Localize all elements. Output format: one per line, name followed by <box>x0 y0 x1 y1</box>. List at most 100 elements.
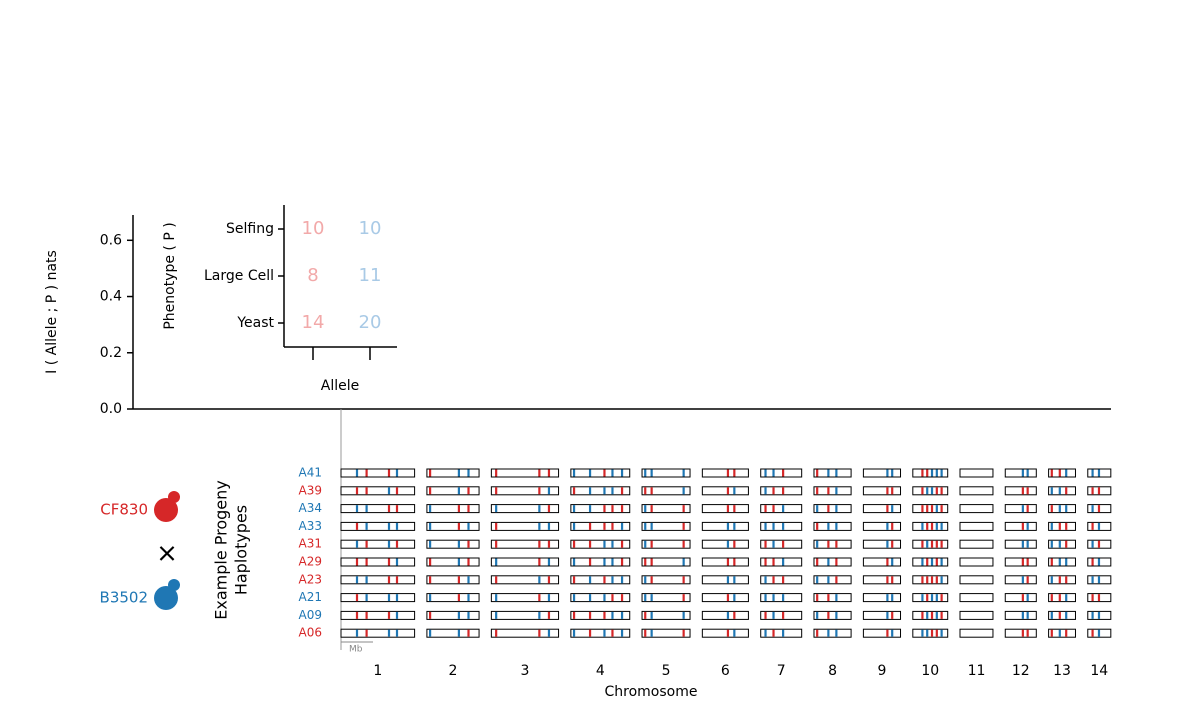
chromosome-label: 5 <box>662 663 671 679</box>
chromosome <box>641 468 691 478</box>
progeny-name: A23 <box>299 572 322 586</box>
chromosome <box>641 486 691 496</box>
chromosome <box>1048 593 1076 603</box>
chromosome <box>959 628 994 638</box>
parent-bud <box>168 579 180 591</box>
chromosome <box>1048 628 1076 638</box>
y-axis-label: I ( Allele ; P ) nats <box>44 250 60 374</box>
chromosome <box>862 486 902 496</box>
inset-y-tick-label: Large Cell <box>204 268 274 284</box>
chromosome <box>1048 557 1076 567</box>
chromosome <box>701 468 749 478</box>
chromosome-label: 7 <box>777 663 786 679</box>
chromosome-label: 12 <box>1012 663 1030 679</box>
chromosome <box>912 504 949 514</box>
progeny-name: A21 <box>299 590 322 604</box>
chromosome <box>641 610 691 620</box>
chromosome <box>1004 468 1037 478</box>
parent-cell <box>154 498 178 522</box>
chromosome <box>813 610 852 620</box>
chromosome <box>959 610 994 620</box>
inset-y-tick-label: Selfing <box>226 221 274 237</box>
count-label: 20 <box>359 312 382 333</box>
chromosome <box>570 539 631 549</box>
chromosome <box>1048 504 1076 514</box>
chromosome <box>862 575 902 585</box>
count-label: 10 <box>359 218 382 239</box>
chromosome <box>641 557 691 567</box>
chromosome <box>1004 504 1037 514</box>
chromosome <box>1004 593 1037 603</box>
chromosome <box>760 557 803 567</box>
chromosome <box>959 557 994 567</box>
chromosome-label: 4 <box>596 663 605 679</box>
chromosome <box>760 521 803 531</box>
chromosome <box>340 575 416 585</box>
count-label: 14 <box>302 312 325 333</box>
parent-name: B3502 <box>100 589 148 607</box>
chromosome <box>760 504 803 514</box>
chromosome <box>570 521 631 531</box>
chromosome <box>912 539 949 549</box>
chromosome <box>912 521 949 531</box>
chromosome <box>340 610 416 620</box>
chromosome <box>426 486 480 496</box>
chromosome <box>760 593 803 603</box>
progeny-name: A34 <box>299 501 322 515</box>
chromosome <box>490 539 560 549</box>
chromosome-label: 11 <box>968 663 986 679</box>
progeny-name: A39 <box>299 483 322 497</box>
progeny-label: Haplotypes <box>232 505 251 595</box>
count-label: 8 <box>307 265 318 286</box>
chromosome <box>760 486 803 496</box>
chromosome <box>701 628 749 638</box>
y-tick-label: 0.6 <box>100 232 122 248</box>
chromosome <box>641 575 691 585</box>
chromosome <box>1004 610 1037 620</box>
progeny-name: A09 <box>299 608 322 622</box>
chromosome <box>641 539 691 549</box>
chromosome-label: 9 <box>877 663 886 679</box>
chromosome-label: 6 <box>721 663 730 679</box>
chromosome <box>1004 575 1037 585</box>
chromosome-label: 2 <box>449 663 458 679</box>
progeny-name: A29 <box>299 555 322 569</box>
chromosome <box>760 628 803 638</box>
chromosome <box>570 557 631 567</box>
chromosome <box>490 504 560 514</box>
progeny-name: A41 <box>299 466 322 480</box>
chromosome <box>570 593 631 603</box>
count-label: 11 <box>359 265 382 286</box>
chromosome <box>570 628 631 638</box>
chromosome <box>912 628 949 638</box>
chromosome <box>1004 628 1037 638</box>
parent-bud <box>168 491 180 503</box>
chromosome-label: 1 <box>373 663 382 679</box>
chromosome <box>426 628 480 638</box>
chromosome <box>760 539 803 549</box>
chromosome <box>912 557 949 567</box>
parent-name: CF830 <box>100 501 148 519</box>
cross-symbol: × <box>156 539 178 569</box>
chromosome <box>340 486 416 496</box>
progeny-name: A31 <box>299 537 322 551</box>
y-tick-label: 0.2 <box>100 345 122 361</box>
progeny-label: Example Progeny <box>212 480 231 620</box>
chromosome <box>1004 557 1037 567</box>
chromosome <box>1048 610 1076 620</box>
chromosome <box>570 468 631 478</box>
chromosome <box>813 504 852 514</box>
chromosome <box>641 593 691 603</box>
chromosome <box>701 575 749 585</box>
inset-y-tick-label: Yeast <box>236 315 274 331</box>
chromosome <box>912 486 949 496</box>
chromosome <box>813 468 852 478</box>
chromosome <box>912 468 949 478</box>
chromosome <box>570 575 631 585</box>
chromosome <box>760 610 803 620</box>
chromosome <box>426 593 480 603</box>
chromosome <box>340 628 416 638</box>
chromosome <box>340 521 416 531</box>
chromosome <box>1048 521 1076 531</box>
chromosome <box>1004 486 1037 496</box>
